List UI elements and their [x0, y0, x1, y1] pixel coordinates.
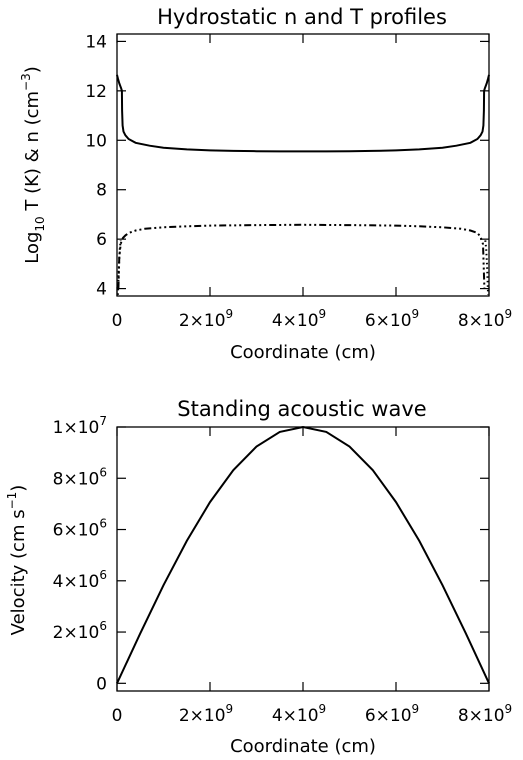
series-line-solid [116, 425, 490, 684]
x-tick-label: 0 [112, 311, 123, 331]
y-tick-label: 0 [96, 674, 107, 694]
y-tick-label: 8×106 [53, 465, 107, 489]
y-tick-label: 1×107 [53, 414, 107, 438]
chart-panel-acoustic-wave: Standing acoustic wave 0 2×109 4×109 6×109 8… [5, 397, 512, 757]
y-tick-label: 6×106 [53, 517, 107, 541]
x-axis-label: Coordinate (cm) [230, 342, 376, 363]
x-axis-label: Coordinate (cm) [230, 736, 376, 757]
y-axis-label-sup: −1 [5, 492, 19, 510]
y-axis-label-close: ) [22, 66, 43, 73]
x-tick-label: 4×109 [272, 702, 326, 726]
y-axis-label-base: Log [22, 232, 43, 264]
y-axis-label-close: ) [8, 485, 29, 492]
series-group [116, 425, 490, 684]
x-tick-label: 2×109 [179, 702, 233, 726]
series-line-dash-dot [117, 223, 486, 289]
x-tick-label: 6×109 [365, 702, 419, 726]
x-tick-label: 0 [112, 706, 123, 726]
y-tick-label: 8 [96, 181, 107, 201]
y-tick-label: 14 [85, 32, 107, 52]
chart-panel-hydrostatic: Hydrostatic n and T profiles 0 2×109 4×109… [19, 5, 512, 363]
y-axis-label: Velocity (cm s−1) [5, 485, 29, 636]
y-tick-label: 4×106 [53, 568, 107, 592]
x-tick-label: 6×109 [365, 307, 419, 331]
y-axis-label-sup: −3 [19, 73, 33, 91]
x-tick-label: 8×109 [458, 307, 512, 331]
chart-title: Hydrostatic n and T profiles [157, 5, 447, 29]
y-axis-label-sub: 10 [33, 216, 47, 231]
y-tick-label: 4 [96, 280, 107, 300]
series-line-dotted [484, 240, 490, 295]
tick-group: 0 2×109 4×109 6×109 8×109 0 2×106 4×106 6×106 8×1… [53, 414, 513, 726]
y-tick-label: 6 [96, 230, 107, 250]
tick-group: 0 2×109 4×109 6×109 8×109 4 6 8 10 12 14 [85, 32, 512, 331]
y-axis-label: Log10 T (K) & n (cm−3) [19, 66, 47, 264]
x-tick-label: 8×109 [458, 702, 512, 726]
y-axis-label-rest: T (K) & n (cm [22, 91, 43, 216]
plot-frame [116, 426, 490, 692]
y-tick-label: 10 [85, 131, 107, 151]
y-tick-label: 12 [85, 82, 107, 102]
y-axis-label-base: Velocity (cm s [8, 509, 29, 635]
plot-frame [116, 33, 490, 297]
series-group [116, 74, 490, 295]
x-tick-label: 2×109 [179, 307, 233, 331]
series-line-solid [116, 74, 490, 153]
chart-title: Standing acoustic wave [177, 397, 426, 421]
x-tick-label: 4×109 [272, 307, 326, 331]
series-line-dotted [116, 240, 122, 295]
y-tick-label: 2×106 [53, 619, 107, 643]
